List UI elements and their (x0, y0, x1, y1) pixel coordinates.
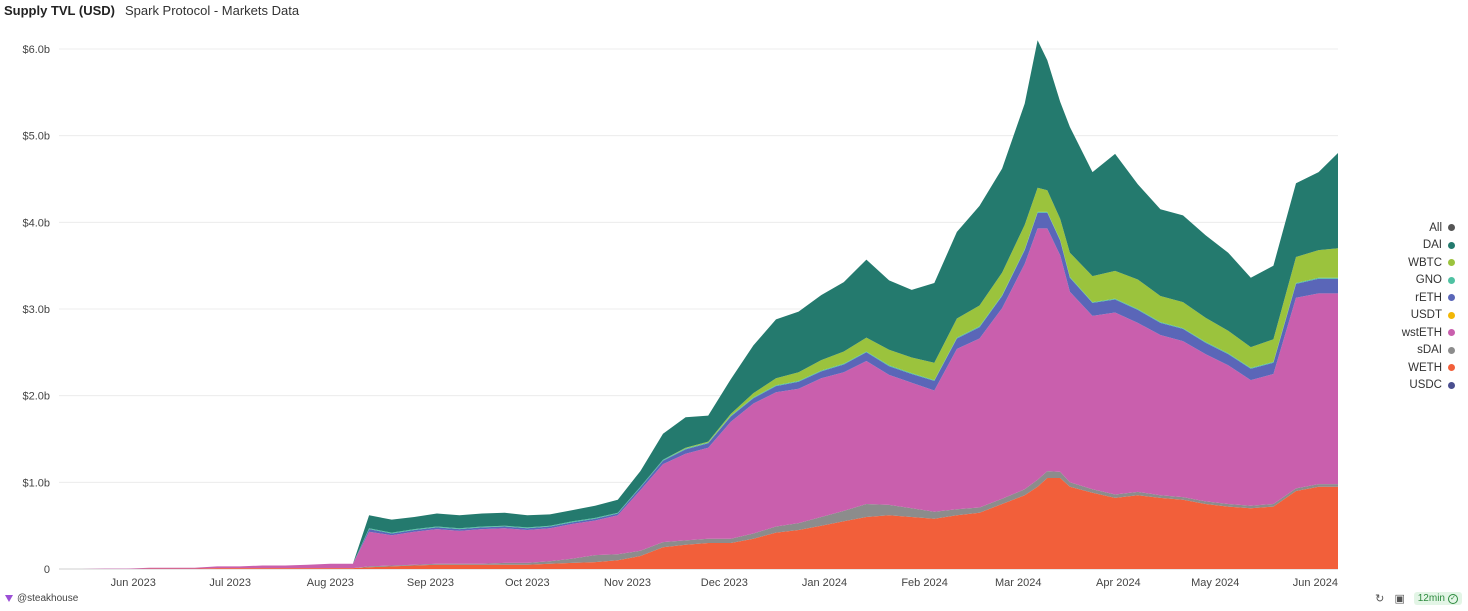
area-series (59, 40, 1338, 570)
legend-swatch (1448, 241, 1455, 249)
x-tick-label: Aug 2023 (307, 577, 354, 589)
refresh-icon[interactable]: ↻ (1375, 593, 1385, 605)
y-tick-label: $5.0b (22, 131, 50, 143)
legend-label: WBTC (1408, 256, 1442, 269)
x-tick-label: Apr 2024 (1096, 577, 1141, 589)
legend-label: sDAI (1417, 344, 1442, 357)
area-wsteth[interactable] (59, 228, 1338, 569)
legend-label: USDC (1409, 379, 1442, 392)
x-tick-label: Dec 2023 (701, 577, 748, 589)
area-weth[interactable] (59, 478, 1338, 569)
chart-title: Supply TVL (USD) (4, 3, 115, 18)
y-tick-label: 0 (44, 564, 50, 576)
chart-header: Supply TVL (USD) Spark Protocol - Market… (4, 3, 299, 21)
legend-label: rETH (1415, 291, 1442, 304)
x-tick-label: Jan 2024 (802, 577, 847, 589)
brand-logo-icon (5, 595, 13, 602)
legend-swatch (1448, 329, 1455, 337)
y-tick-label: $2.0b (22, 391, 50, 403)
footer-actions: ↻ ▣ 12min ✓ (1374, 592, 1462, 605)
legend-label: GNO (1415, 274, 1442, 287)
author-handle: @steakhouse (17, 593, 79, 604)
refresh-time-badge[interactable]: 12min ✓ (1413, 592, 1462, 605)
y-axis: 0 $1.0b $2.0b $3.0b $4.0b $5.0b $6.0b (22, 44, 50, 576)
legend-item-wsteth[interactable]: wstETH (1402, 324, 1455, 342)
legend-swatch (1448, 311, 1455, 319)
y-tick-label: $1.0b (22, 477, 50, 489)
x-tick-label: Jul 2023 (209, 577, 251, 589)
legend-item-wbtc[interactable]: WBTC (1408, 254, 1455, 272)
legend: All DAI WBTC GNO rETH USDT wstETH sDAI WETH USDC (1402, 219, 1455, 394)
x-axis: Jun 2023 Jul 2023 Aug 2023 Sep 2023 Oct 2023… (111, 577, 1338, 589)
legend-swatch (1448, 364, 1455, 372)
legend-swatch (1448, 346, 1455, 354)
y-tick-label: $3.0b (22, 304, 50, 316)
legend-label: DAI (1422, 239, 1442, 252)
legend-swatch (1448, 294, 1455, 302)
legend-label: WETH (1408, 361, 1442, 374)
legend-item-dai[interactable]: DAI (1423, 237, 1455, 255)
x-tick-label: Feb 2024 (901, 577, 947, 589)
area-dai[interactable] (59, 40, 1338, 570)
legend-item-weth[interactable]: WETH (1408, 359, 1455, 377)
legend-item-usdc[interactable]: USDC (1409, 377, 1455, 395)
check-icon: ✓ (1448, 593, 1458, 604)
x-tick-label: Jun 2024 (1293, 577, 1338, 589)
legend-item-usdt[interactable]: USDT (1411, 307, 1455, 325)
y-tick-label: $4.0b (22, 217, 50, 229)
x-tick-label: Sep 2023 (407, 577, 454, 589)
x-tick-label: May 2024 (1191, 577, 1239, 589)
legend-label: USDT (1410, 309, 1442, 322)
legend-item-gno[interactable]: GNO (1416, 272, 1455, 290)
legend-label: wstETH (1401, 326, 1442, 339)
legend-swatch (1448, 276, 1455, 284)
chart-subtitle: Spark Protocol - Markets Data (124, 3, 300, 18)
area-sdai[interactable] (59, 471, 1338, 569)
legend-item-sdai[interactable]: sDAI (1417, 342, 1455, 360)
x-tick-label: Mar 2024 (995, 577, 1041, 589)
legend-swatch (1448, 259, 1455, 267)
y-tick-label: $6.0b (22, 44, 50, 56)
x-tick-label: Jun 2023 (111, 577, 156, 589)
legend-item-reth[interactable]: rETH (1415, 289, 1455, 307)
legend-swatch (1448, 381, 1455, 389)
legend-label: All (1429, 221, 1442, 234)
author-credit[interactable]: @steakhouse (5, 593, 78, 604)
x-tick-label: Oct 2023 (505, 577, 550, 589)
camera-icon[interactable]: ▣ (1394, 593, 1405, 605)
legend-item-all[interactable]: All (1429, 219, 1455, 237)
x-tick-label: Nov 2023 (604, 577, 651, 589)
legend-swatch (1448, 224, 1455, 232)
refresh-time-label: 12min (1417, 593, 1445, 604)
